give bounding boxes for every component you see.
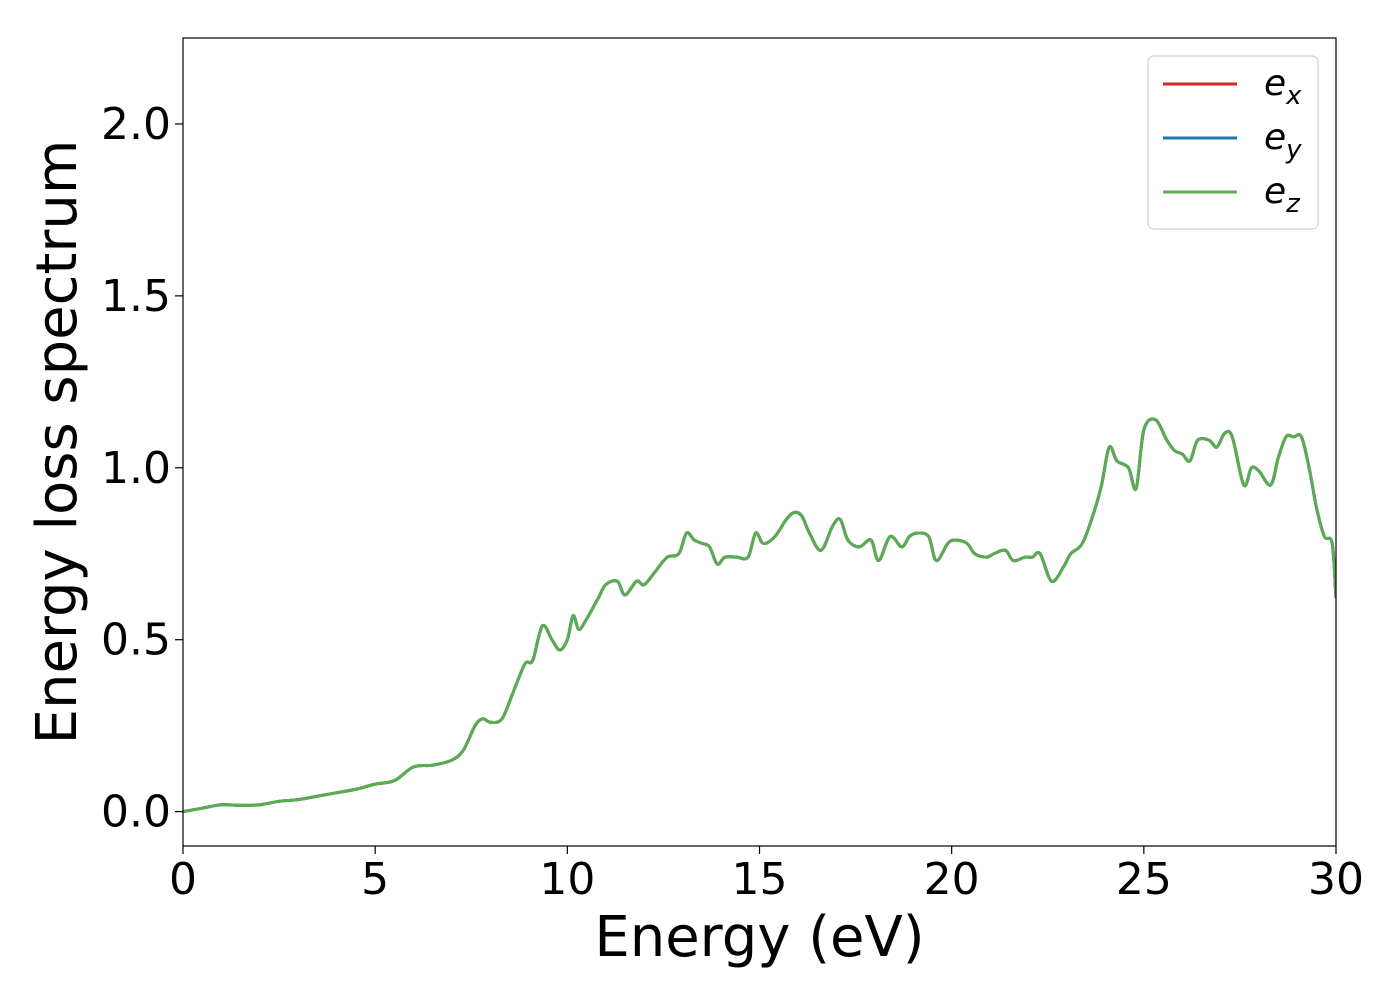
x-axis: 0 5 10 15 20 25 30 <box>169 846 1364 905</box>
series-line-e-x <box>183 417 1336 814</box>
series-line-e-z <box>183 417 1336 814</box>
x-tick-label: 15 <box>732 854 788 905</box>
y-tick-label: 1.5 <box>101 271 171 322</box>
y-tick-label: 2.0 <box>101 99 171 150</box>
x-tick-label: 30 <box>1308 854 1364 905</box>
x-tick-label: 0 <box>169 854 197 905</box>
y-tick-label: 0.5 <box>101 615 171 666</box>
x-tick-label: 5 <box>361 854 389 905</box>
y-axis: 0.0 0.5 1.0 1.5 2.0 <box>101 99 183 838</box>
y-axis-title: Energy loss spectrum <box>25 140 90 745</box>
series-layer <box>183 417 1336 814</box>
y-tick-label: 0.0 <box>101 787 171 838</box>
x-tick-label: 25 <box>1116 854 1172 905</box>
x-tick-label: 20 <box>924 854 980 905</box>
x-axis-title: Energy (eV) <box>594 905 924 970</box>
x-tick-label: 10 <box>539 854 595 905</box>
legend-box <box>1147 55 1319 230</box>
y-tick-label: 1.0 <box>101 443 171 494</box>
series-line-e-y <box>183 417 1336 814</box>
